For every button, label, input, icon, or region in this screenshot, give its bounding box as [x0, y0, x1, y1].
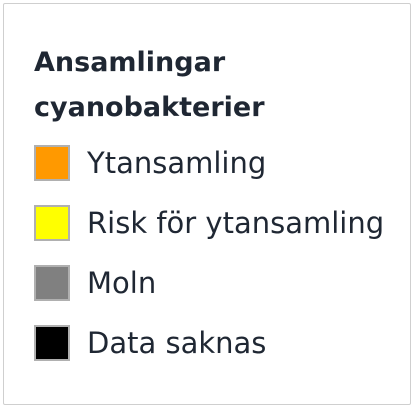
- color-swatch: [34, 145, 70, 181]
- legend-item-label: Data saknas: [87, 326, 267, 360]
- legend-item-data-saknas: Data saknas: [34, 325, 266, 361]
- color-swatch: [34, 205, 70, 241]
- legend-title: Ansamlingar cyanobakterier: [34, 47, 265, 123]
- legend-item-label: Moln: [87, 266, 157, 300]
- color-swatch: [34, 325, 70, 361]
- legend-item-ytansamling: Ytansamling: [34, 145, 266, 181]
- legend-item-risk-for-ytansamling: Risk för ytansamling: [34, 205, 384, 241]
- legend-panel: Ansamlingar cyanobakterier Ytansamling R…: [3, 3, 411, 405]
- color-swatch: [34, 265, 70, 301]
- legend-item-moln: Moln: [34, 265, 156, 301]
- legend-item-label: Ytansamling: [87, 146, 267, 180]
- legend-item-label: Risk för ytansamling: [87, 206, 385, 240]
